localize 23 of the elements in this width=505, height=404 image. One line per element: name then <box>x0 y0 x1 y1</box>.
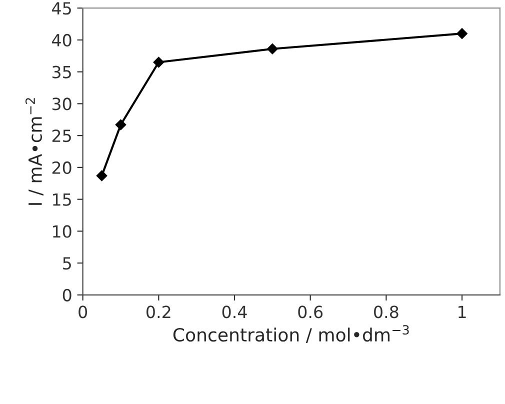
y-tick-label: 30 <box>52 98 72 110</box>
y-tick-label: 45 <box>52 2 71 15</box>
y-tick-label: 0 <box>62 288 72 302</box>
point <box>153 56 164 68</box>
point <box>115 119 126 130</box>
x-tick-label: 0.4 <box>222 306 247 318</box>
point <box>96 170 108 182</box>
x-tick-label: 1 <box>458 306 466 318</box>
y-axis-title: I / mA•cm$^{−2}$ <box>25 98 44 205</box>
y-tick-label: 40 <box>52 34 72 47</box>
y-tick-label: 5 <box>63 257 71 270</box>
y-tick-label: 20 <box>52 161 72 174</box>
y-tick-label: 35 <box>52 66 71 78</box>
x-tick-label: 0.6 <box>298 306 323 318</box>
point <box>456 28 468 40</box>
x-tick-label: 0.8 <box>374 306 398 318</box>
x-tick-label: 0 <box>78 306 88 318</box>
x-axis-title: Concentration / mol•dm$^{−3}$ <box>173 325 409 344</box>
point <box>266 43 278 54</box>
x-tick-label: 0.2 <box>146 306 170 318</box>
y-tick-label: 25 <box>52 130 71 142</box>
y-tick-label: 10 <box>53 225 72 238</box>
y-tick-label: 15 <box>53 193 71 206</box>
